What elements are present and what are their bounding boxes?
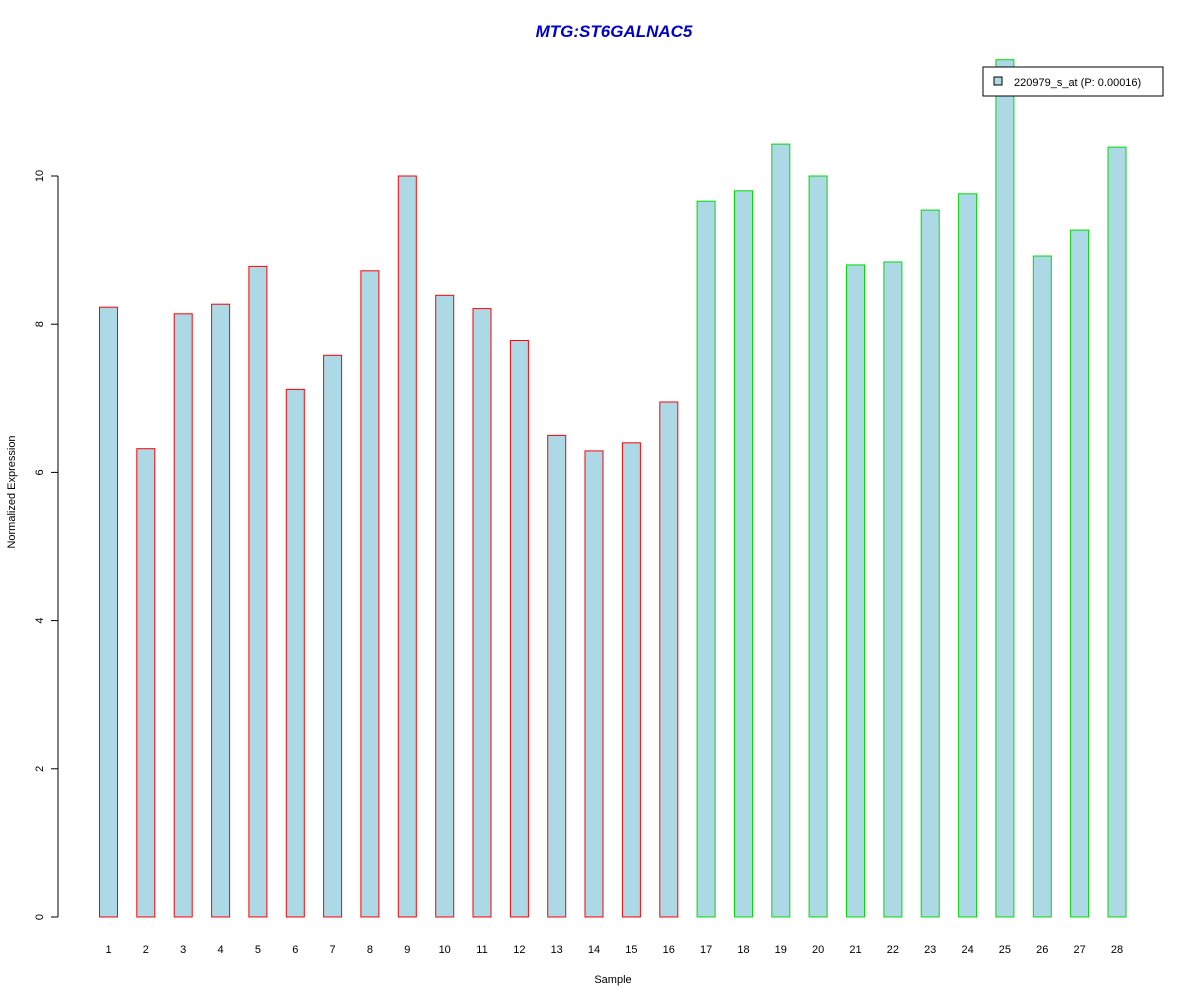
bar-sample-19 [771,143,791,918]
x-tick-label: 22 [887,944,899,956]
y-tick-label: 8 [34,321,46,327]
bar-sample-16 [659,401,679,918]
x-axis-label: Sample [594,974,631,986]
bar-sample-22 [883,261,903,918]
x-tick-label: 19 [775,944,787,956]
legend-swatch [993,76,1003,86]
x-tick-label: 23 [924,944,936,956]
y-tick-label: 2 [34,766,46,772]
bar-sample-11 [472,308,492,918]
x-tick-label: 2 [143,944,149,956]
bar-sample-27 [1070,229,1090,918]
x-tick-label: 9 [404,944,410,956]
bar-sample-6 [285,388,305,918]
legend-box [982,66,1164,97]
bar-sample-1 [99,306,118,918]
bar-sample-18 [734,190,753,918]
x-tick-label: 16 [663,944,675,956]
legend-label: 220979_s_at (P: 0.00016) [1014,77,1141,89]
bar-sample-21 [846,264,865,918]
bar-sample-23 [920,209,940,918]
x-tick-label: 7 [330,944,336,956]
x-axis-labels: 1 2 3 4 5 6 7 8 9 10 11 12 13 14 15 16 17 18 19 20 21 22 23 24 2… [105,944,1123,956]
bar-sample-7 [323,354,343,918]
y-tick-label: 4 [34,618,46,624]
bar-sample-24 [958,193,978,918]
bar-sample-15 [621,442,641,918]
x-tick-label: 8 [367,944,373,956]
bar-sample-12 [509,340,529,918]
x-tick-label: 6 [292,944,298,956]
x-tick-label: 27 [1073,944,1085,956]
bars [99,59,1127,918]
x-tick-label: 4 [218,944,224,956]
y-axis-label: Normalized Expression [6,435,18,548]
x-tick-label: 10 [439,944,451,956]
x-tick-label: 18 [737,944,749,956]
x-tick-label: 25 [999,944,1011,956]
x-tick-label: 20 [812,944,824,956]
x-tick-label: 28 [1111,944,1123,956]
x-tick-label: 12 [513,944,525,956]
x-tick-label: 11 [476,944,487,956]
y-tick-label: 6 [34,469,46,475]
bar-sample-8 [360,270,380,918]
y-tick-label: 0 [34,914,46,920]
bar-sample-4 [211,303,231,918]
bar-sample-26 [1032,255,1052,918]
x-tick-label: 26 [1036,944,1048,956]
bar-sample-25 [995,59,1015,918]
bar-sample-17 [696,200,716,918]
x-tick-label: 15 [625,944,637,956]
x-tick-label: 1 [105,944,111,956]
chart-title: MTG:ST6GALNAC5 [536,22,693,41]
bar-sample-5 [248,265,268,918]
x-tick-label: 21 [849,944,861,956]
legend: 220979_s_at (P: 0.00016) [982,66,1164,97]
bar-sample-3 [173,313,193,918]
bar-sample-20 [808,175,828,918]
bar-sample-14 [584,450,604,918]
x-tick-label: 24 [961,944,973,956]
x-tick-label: 14 [588,944,600,956]
y-tick-label: 10 [34,170,46,182]
x-tick-label: 5 [255,944,261,956]
bar-sample-10 [435,294,455,918]
x-tick-label: 17 [700,944,712,956]
y-axis: 0 2 4 6 8 10 [34,170,59,920]
bar-sample-9 [397,175,417,918]
x-tick-label: 13 [551,944,563,956]
x-tick-label: 3 [180,944,186,956]
bar-sample-2 [136,448,156,918]
bar-sample-28 [1107,146,1127,918]
bar-sample-13 [547,434,567,918]
